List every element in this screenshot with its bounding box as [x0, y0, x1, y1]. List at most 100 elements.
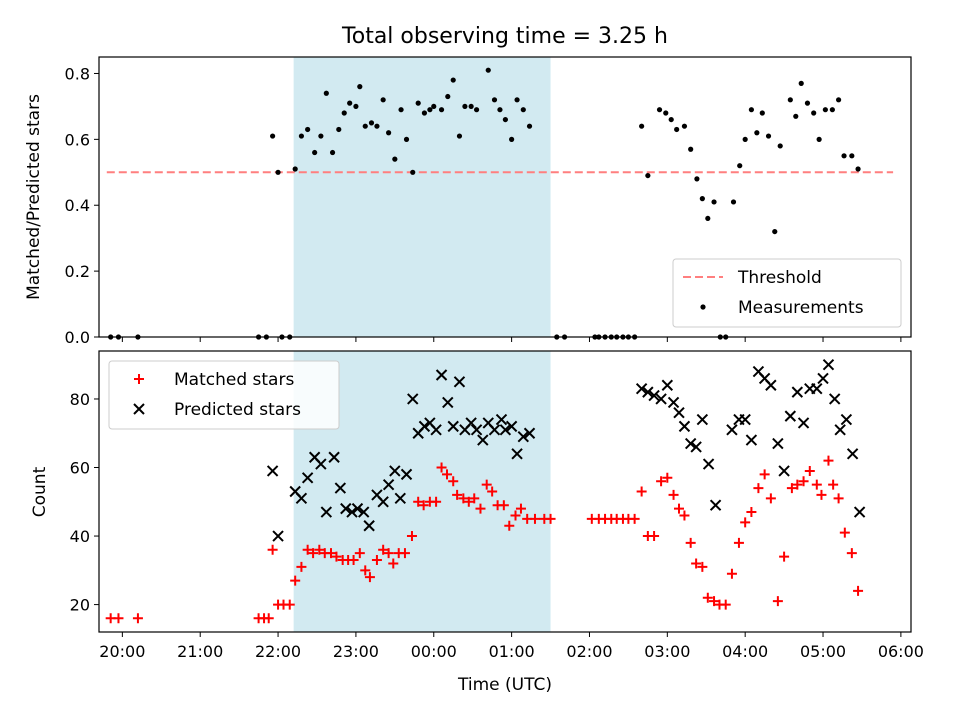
axes-frame	[98, 350, 912, 633]
matched-star-point	[662, 472, 673, 483]
matched-star-point	[284, 599, 295, 610]
x-tick-label: 00:00	[411, 642, 457, 661]
measurement-point	[329, 149, 336, 156]
measurement-point	[380, 97, 386, 103]
predicted-star-point	[726, 424, 738, 436]
legend-marker-swatch	[700, 304, 706, 310]
measurement-point	[336, 126, 342, 133]
matched-star-point	[378, 544, 389, 555]
measurement-point	[292, 166, 298, 172]
measurement-point	[855, 166, 861, 172]
measurement-point	[386, 130, 392, 136]
legend-marker-swatch	[134, 374, 144, 384]
predicted-star-point	[328, 451, 340, 463]
measurement-point	[368, 120, 375, 126]
matched-star-point	[828, 479, 839, 490]
measurement-point	[509, 136, 515, 142]
predicted-star-point	[635, 382, 648, 395]
measurement-point	[427, 107, 433, 113]
shaded-interval	[293, 57, 551, 337]
predicted-star-point	[346, 506, 358, 518]
measurement-point	[645, 172, 651, 179]
measurement-point	[804, 100, 811, 106]
matched-star-point	[515, 503, 526, 514]
measurement-point	[415, 100, 421, 106]
predicted-star-point	[340, 502, 352, 515]
measurement-point	[822, 107, 828, 113]
measurement-point	[462, 103, 468, 110]
matched-star-point	[448, 476, 459, 487]
y-tick-label: 0.2	[65, 262, 90, 281]
measurement-point	[759, 110, 765, 116]
predicted-star-point	[447, 420, 459, 433]
predicted-star-point	[505, 420, 518, 433]
measurement-point	[835, 97, 842, 103]
matched-star-point	[839, 527, 850, 538]
measurement-point	[473, 107, 480, 113]
predicted-star-point	[702, 458, 715, 470]
matched-star-point	[779, 551, 790, 562]
measurement-point	[737, 163, 743, 169]
measurement-point	[688, 146, 694, 152]
y-tick-label: 0.0	[65, 328, 90, 347]
x-tick-label: 01:00	[489, 642, 535, 661]
measurement-point	[410, 169, 416, 175]
matched-star-point	[314, 544, 325, 555]
matched-star-point	[296, 561, 307, 572]
x-tick-label: 06:00	[878, 642, 924, 661]
measurement-point	[656, 107, 663, 113]
matched-star-point	[798, 476, 809, 487]
x-tick-label: 21:00	[177, 642, 223, 661]
matched-star-point	[740, 517, 751, 528]
predicted-star-point	[523, 427, 536, 439]
predicted-star-point	[739, 413, 751, 426]
matched-star-point	[132, 613, 143, 624]
matched-star-point	[833, 493, 844, 504]
matched-star-point	[487, 486, 498, 497]
predicted-star-point	[400, 468, 413, 481]
measurement-point	[392, 156, 398, 162]
measurement-point	[514, 97, 520, 103]
matched-star-point	[629, 513, 640, 524]
x-tick-label: 02:00	[566, 642, 612, 661]
predicted-star-point	[351, 502, 364, 515]
predicted-star-point	[266, 465, 279, 477]
measurement-point	[353, 103, 359, 110]
predicted-star-point	[678, 420, 691, 433]
matched-star-point	[263, 613, 274, 624]
matched-star-point	[348, 555, 359, 566]
predicted-star-point	[642, 386, 654, 398]
matched-star-point	[267, 544, 278, 555]
predicted-star-point	[822, 358, 835, 371]
predicted-star-point	[377, 496, 389, 508]
predicted-star-point	[853, 506, 866, 518]
matched-star-point	[431, 496, 442, 507]
predicted-star-point	[661, 379, 674, 391]
predicted-star-point	[791, 386, 804, 398]
x-tick-label: 05:00	[800, 642, 846, 661]
matched-star-point	[388, 558, 399, 569]
predicted-star-point	[430, 424, 442, 436]
predicted-star-point	[470, 424, 483, 436]
measurement-point	[787, 97, 793, 103]
measurement-point	[681, 123, 688, 129]
predicted-star-point	[511, 448, 523, 460]
measurement-point	[497, 107, 503, 113]
measurement-point	[485, 67, 491, 73]
matched-star-point	[702, 592, 713, 603]
predicted-star-point	[797, 417, 810, 429]
measurement-point	[668, 116, 674, 123]
matched-star-point	[733, 537, 744, 548]
predicted-star-point	[499, 424, 512, 436]
y-tick-label: 80	[70, 390, 90, 409]
predicted-star-point	[435, 369, 448, 381]
measurement-point	[341, 110, 347, 116]
predicted-star-point	[817, 372, 829, 385]
predicted-star-point	[453, 376, 466, 388]
matched-star-point	[113, 613, 124, 624]
measurement-point	[403, 136, 410, 142]
predicted-star-point	[673, 406, 685, 419]
matched-star-point	[679, 510, 690, 521]
matched-star-point	[442, 469, 452, 480]
matched-star-point	[709, 596, 720, 607]
